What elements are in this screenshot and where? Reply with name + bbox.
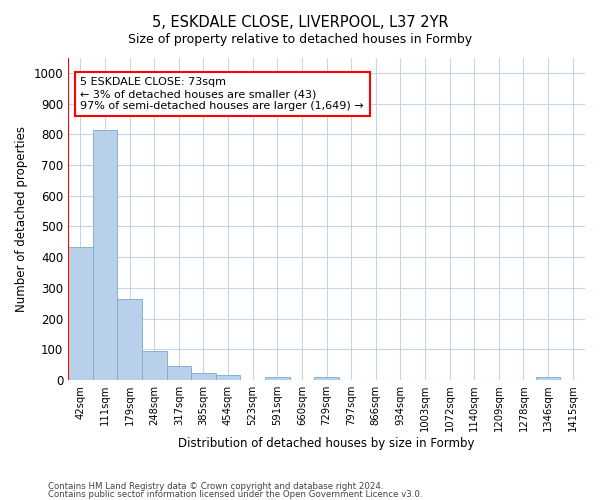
X-axis label: Distribution of detached houses by size in Formby: Distribution of detached houses by size … <box>178 437 475 450</box>
Text: Contains HM Land Registry data © Crown copyright and database right 2024.: Contains HM Land Registry data © Crown c… <box>48 482 383 491</box>
Bar <box>265 377 290 380</box>
Bar <box>536 377 560 380</box>
Text: Size of property relative to detached houses in Formby: Size of property relative to detached ho… <box>128 32 472 46</box>
Y-axis label: Number of detached properties: Number of detached properties <box>15 126 28 312</box>
Text: 5, ESKDALE CLOSE, LIVERPOOL, L37 2YR: 5, ESKDALE CLOSE, LIVERPOOL, L37 2YR <box>152 15 448 30</box>
Bar <box>142 352 167 380</box>
Text: 5 ESKDALE CLOSE: 73sqm
← 3% of detached houses are smaller (43)
97% of semi-deta: 5 ESKDALE CLOSE: 73sqm ← 3% of detached … <box>80 78 364 110</box>
Bar <box>167 366 191 380</box>
Bar <box>92 130 117 380</box>
Bar <box>216 374 241 380</box>
Bar <box>117 298 142 380</box>
Bar <box>314 377 339 380</box>
Bar <box>191 373 216 380</box>
Bar <box>68 247 92 380</box>
Title: 5, ESKDALE CLOSE, LIVERPOOL, L37 2YR
Size of property relative to detached house: 5, ESKDALE CLOSE, LIVERPOOL, L37 2YR Siz… <box>0 499 1 500</box>
Text: Contains public sector information licensed under the Open Government Licence v3: Contains public sector information licen… <box>48 490 422 499</box>
